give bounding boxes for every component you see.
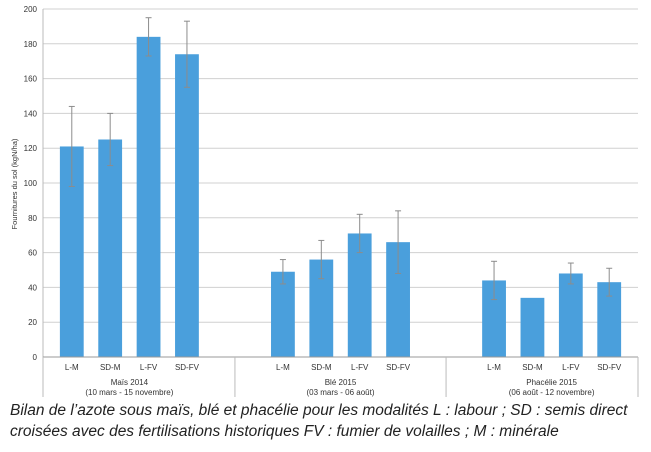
bar [597, 282, 622, 357]
category-label: L-M [276, 363, 290, 372]
bar [347, 233, 372, 357]
group-period-label: (10 mars - 15 novembre) [85, 388, 173, 397]
group-label: Phacélie 2015 [526, 378, 577, 387]
y-tick-label: 100 [24, 179, 38, 188]
bars [59, 36, 622, 358]
y-axis-ticks: 0 20 40 60 80 100 120 140 160 180 200 [24, 5, 38, 362]
bar [558, 273, 583, 357]
bar [309, 259, 334, 357]
bar [271, 271, 295, 357]
category-labels: L-M SD-M L-FV SD-FV L-M SD-M L-FV SD-FV L-M SD-M L… [65, 363, 622, 372]
group-label: Maïs 2014 [111, 378, 149, 387]
category-label: SD-M [522, 363, 543, 372]
category-label: L-FV [562, 363, 580, 372]
category-label: L-FV [351, 363, 369, 372]
y-tick-label: 60 [28, 249, 37, 258]
y-tick-label: 160 [24, 75, 38, 84]
bar [482, 280, 506, 357]
bar [136, 36, 161, 358]
bar [520, 297, 545, 357]
y-tick-label: 140 [24, 109, 38, 118]
y-tick-label: 40 [28, 283, 37, 292]
category-label: SD-FV [597, 363, 622, 372]
group-period-label: (03 mars - 06 août) [306, 388, 374, 397]
y-tick-label: 200 [24, 5, 38, 14]
category-label: SD-FV [175, 363, 200, 372]
grid-lines [43, 8, 638, 323]
chart: 0 20 40 60 80 100 120 140 160 180 200 L-M SD-M L-FV S… [10, 5, 639, 397]
error-bars [68, 17, 613, 301]
bar [59, 146, 84, 357]
bar [175, 54, 199, 358]
category-label: SD-M [100, 363, 121, 372]
y-tick-label: 80 [28, 214, 37, 223]
group-labels: Maïs 2014(10 mars - 15 novembre) Blé 2015… [85, 378, 595, 397]
category-label: SD-M [311, 363, 332, 372]
y-tick-label: 180 [24, 40, 38, 49]
axes [42, 9, 639, 397]
category-label: L-M [487, 363, 501, 372]
y-tick-label: 20 [28, 318, 37, 327]
y-axis-label: Fournitures du sol (kgN/ha) [10, 138, 19, 229]
group-label: Blé 2015 [325, 378, 357, 387]
category-label: L-FV [140, 363, 158, 372]
category-label: L-M [65, 363, 79, 372]
y-tick-label: 0 [33, 353, 38, 362]
group-period-label: (06 août - 12 novembre) [509, 388, 595, 397]
figure-caption: Bilan de l’azote sous maïs, blé et phacé… [10, 402, 628, 440]
bar [98, 139, 123, 357]
y-tick-label: 120 [24, 144, 38, 153]
bar [386, 242, 410, 357]
category-label: SD-FV [386, 363, 411, 372]
